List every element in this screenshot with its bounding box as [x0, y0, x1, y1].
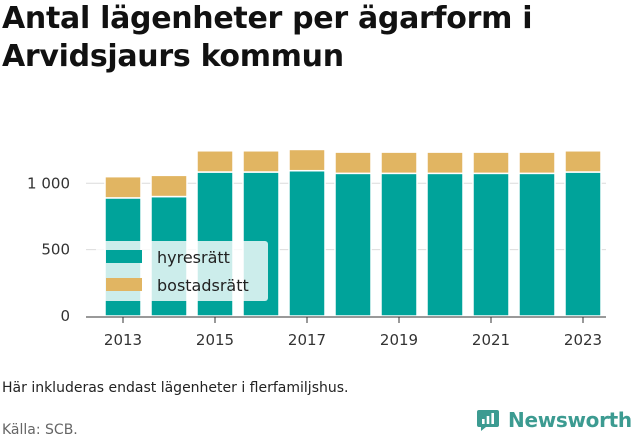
bar-hyresratt [334, 172, 372, 317]
legend-label: bostadsrätt [157, 276, 249, 295]
bar-hyresratt [380, 172, 418, 317]
bar-bostadsratt [426, 151, 464, 175]
bar-bostadsratt [288, 148, 326, 172]
x-tick-label: 2023 [564, 331, 602, 349]
x-tick-label: 2015 [196, 331, 234, 349]
bar-bostadsratt [472, 151, 510, 175]
x-tick-label: 2017 [288, 331, 326, 349]
bar-bostadsratt [104, 175, 142, 199]
y-tick-label: 0 [60, 307, 70, 325]
bar-hyresratt [426, 172, 464, 317]
y-tick-label: 1 000 [27, 174, 70, 192]
bar-bostadsratt [242, 150, 280, 173]
bar-hyresratt [472, 172, 510, 317]
brand-logo: Newsworthy [476, 408, 631, 432]
bar-bostadsratt [564, 150, 602, 173]
x-tick-label: 2019 [380, 331, 418, 349]
bar-bostadsratt [196, 150, 234, 173]
chart-title: Antal lägenheter per ägarform i Arvidsja… [2, 1, 533, 74]
axes: 0 500 1 000 2013 2015 2017 2019 2021 2023 [27, 174, 606, 349]
x-tick-label: 2021 [472, 331, 510, 349]
x-tick-label: 2013 [104, 331, 142, 349]
legend-label: hyresrätt [157, 248, 230, 267]
bar-bostadsratt [334, 151, 372, 175]
bar-hyresratt [564, 171, 602, 317]
brand-name: Newsworthy [508, 408, 631, 432]
legend-swatch [106, 278, 142, 291]
bar-bostadsratt [150, 174, 188, 198]
footnote: Här inkluderas endast lägenheter i flerf… [2, 380, 349, 396]
bar-bostadsratt [518, 151, 556, 175]
source-text: Källa: SCB. [2, 422, 78, 438]
newsworthy-logo-icon [477, 410, 499, 431]
y-tick-label: 500 [41, 241, 70, 259]
bar-hyresratt [288, 169, 326, 317]
bar-hyresratt [518, 172, 556, 317]
legend-swatch [106, 250, 142, 263]
bar-bostadsratt [380, 151, 418, 175]
legend: hyresrätt bostadsrätt [96, 241, 268, 301]
